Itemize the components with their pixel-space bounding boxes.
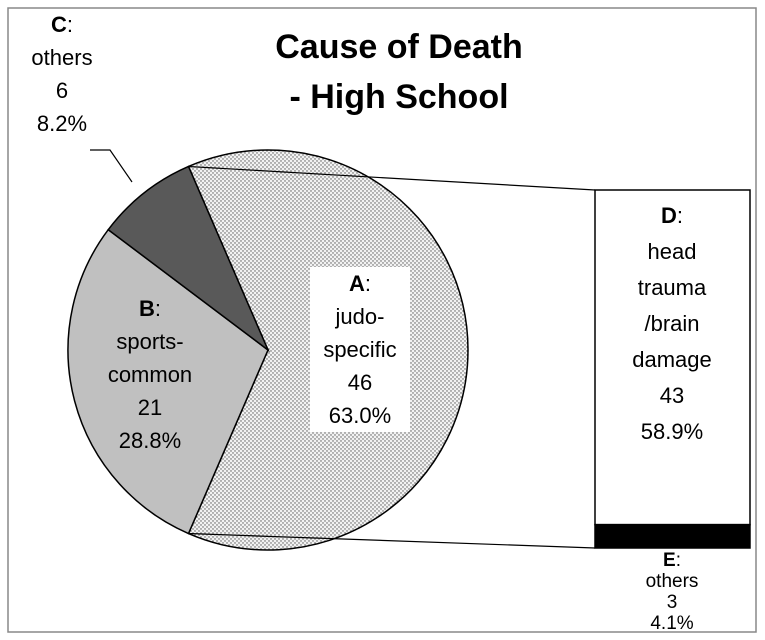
- label-count: 46: [347, 370, 373, 395]
- label-percent: 63.0%: [328, 403, 392, 428]
- label-head: C:: [17, 8, 107, 41]
- data-label: B: sports-common 21 28.8%: [94, 292, 206, 457]
- label-count: 3: [666, 592, 678, 613]
- connector: [188, 532, 596, 549]
- label-letter: B: [138, 296, 155, 321]
- data-label: A: judo-specific 46 63.0%: [310, 267, 410, 432]
- label-head: E:: [622, 550, 722, 571]
- bar-segment: [594, 523, 751, 549]
- pie-slice: [67, 228, 269, 535]
- label-count: 6: [55, 78, 69, 103]
- chart-title: Cause of Death - High School: [275, 28, 523, 116]
- data-label: D: head trauma /brain damage 43 58.9%: [612, 198, 732, 450]
- label-percent: 8.2%: [36, 111, 88, 136]
- label-separator: :: [154, 296, 161, 321]
- label-separator: :: [675, 550, 681, 571]
- label-separator: :: [66, 12, 73, 37]
- label-count: 21: [137, 395, 163, 420]
- label-letter: D: [660, 203, 677, 228]
- label-name: sports-common: [107, 329, 193, 387]
- label-head: D:: [612, 198, 732, 234]
- label-name: head trauma /brain damage: [632, 239, 712, 372]
- label-name: others: [645, 571, 699, 592]
- label-head: A:: [310, 267, 410, 300]
- label-name: judo-specific: [323, 304, 397, 362]
- pie-slice: [107, 165, 270, 353]
- label-name: others: [31, 45, 93, 70]
- label-head: B:: [94, 292, 206, 325]
- label-count: 43: [659, 383, 685, 408]
- label-letter: C: [50, 12, 67, 37]
- label-percent: 28.8%: [118, 428, 182, 453]
- label-letter: E: [663, 550, 676, 571]
- label-percent: 58.9%: [640, 419, 704, 444]
- label-separator: :: [676, 203, 683, 228]
- label-percent: 4.1%: [650, 613, 694, 634]
- label-letter: A: [348, 271, 365, 296]
- leader-line: [90, 149, 133, 183]
- data-label: E: others 3 4.1%: [622, 550, 722, 634]
- label-separator: :: [364, 271, 371, 296]
- data-label: C: others 6 8.2%: [17, 8, 107, 140]
- connector: [188, 165, 596, 191]
- frame: [7, 7, 757, 633]
